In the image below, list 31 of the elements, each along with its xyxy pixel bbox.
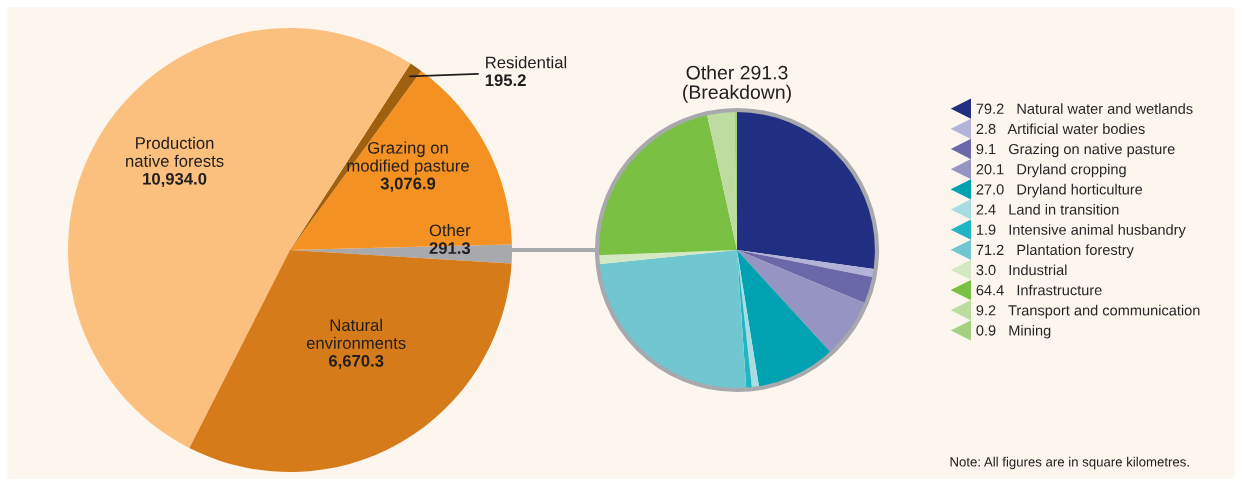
pie-slice [706, 110, 737, 250]
pie-slice [597, 250, 747, 390]
legend-label: 27.0 Dryland horticulture [976, 183, 1143, 198]
legend-label: 0.9 Mining [976, 324, 1051, 339]
legend-label: 1.9 Intensive animal husbandry [976, 224, 1186, 238]
pie-slice [737, 250, 875, 304]
legend-label: 9.2 Transport and communication [976, 304, 1200, 319]
data-label: 3,076.9 [380, 177, 436, 192]
slice-label: Other [429, 224, 471, 237]
pie-slice [737, 250, 760, 390]
text: Note: All figures are in square kilometres. [950, 456, 1189, 470]
legend-label: 2.8 Artificial water bodies [976, 123, 1145, 135]
legend-label: 2.4 Land in transition [976, 204, 1119, 215]
legend-label: 71.2 Plantation forestry [976, 244, 1134, 258]
pie-slice [737, 250, 867, 354]
legend-label: 3.0 Industrial [976, 264, 1067, 276]
slice-label: Production native forests [126, 136, 224, 167]
data-label: 195.2 [485, 74, 526, 87]
slice-label: Grazing on modified pasture [347, 141, 469, 175]
pie-slice [737, 110, 877, 270]
legend-label: 20.1 Dryland cropping [976, 163, 1126, 178]
legend-label: 64.4 Infrastructure [976, 284, 1102, 296]
pie-slice [737, 250, 832, 389]
pie-slice [597, 113, 737, 256]
data-label: 10,934.0 [143, 172, 207, 188]
slice-label: Natural environments [306, 318, 406, 349]
legend-label: 79.2 Natural water and wetlands [976, 103, 1193, 114]
slice-label: Residential [486, 56, 567, 69]
data-label: 6,670.3 [328, 354, 384, 370]
chart-title: Other 291.3 (Breakdown) [683, 65, 791, 103]
legend-label: 9.1 Grazing on native pasture [976, 143, 1175, 158]
